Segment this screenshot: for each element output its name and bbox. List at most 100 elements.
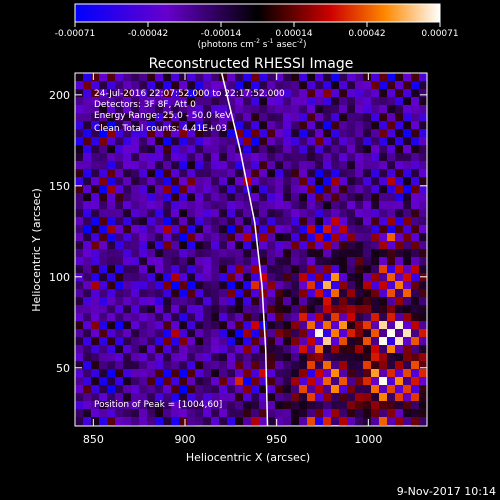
heatmap-cell [315,193,323,201]
heatmap-cell [83,225,91,233]
heatmap-cell [403,145,411,153]
x-tick-label: 1000 [354,433,382,446]
heatmap-cell [259,185,267,193]
heatmap-cell [251,121,259,129]
heatmap-cell [75,321,83,329]
heatmap-cell [147,161,155,169]
heatmap-cell [203,177,211,185]
heatmap-cell [371,89,379,97]
heatmap-cell [419,89,427,97]
heatmap-cell [195,417,203,425]
heatmap-cell [211,249,219,257]
heatmap-cell [187,281,195,289]
heatmap-cell [395,153,403,161]
heatmap-cell [411,353,419,361]
heatmap-cell [419,377,427,385]
heatmap-cell [355,289,363,297]
heatmap-cell [219,145,227,153]
heatmap-cell [411,177,419,185]
heatmap-cell [395,81,403,89]
heatmap-cell [291,209,299,217]
heatmap-cell [403,121,411,129]
heatmap-cell [171,73,179,81]
heatmap-cell [291,81,299,89]
heatmap-cell [315,329,323,337]
heatmap-cell [123,129,131,137]
heatmap-cell [171,369,179,377]
heatmap-cell [339,185,347,193]
heatmap-cell [291,329,299,337]
heatmap-cell [387,97,395,105]
heatmap-cell [123,241,131,249]
heatmap-cell [91,297,99,305]
annotation-counts: Clean Total counts: 4.41E+03 [94,124,227,134]
heatmap-cell [139,193,147,201]
heatmap-cell [195,385,203,393]
heatmap-cell [91,257,99,265]
heatmap-cell [91,273,99,281]
heatmap-cell [251,385,259,393]
heatmap-cell [131,121,139,129]
heatmap-cell [187,313,195,321]
heatmap-cell [107,321,115,329]
heatmap-cell [75,265,83,273]
heatmap-cell [307,337,315,345]
heatmap-cell [363,329,371,337]
heatmap-cell [187,201,195,209]
heatmap-cell [307,121,315,129]
heatmap-cell [155,337,163,345]
heatmap-cell [323,217,331,225]
heatmap-cell [243,401,251,409]
heatmap-cell [411,217,419,225]
heatmap-cell [403,409,411,417]
heatmap-cell [299,305,307,313]
heatmap-cell [411,185,419,193]
heatmap-cell [179,81,187,89]
heatmap-cell [115,289,123,297]
heatmap-cell [363,169,371,177]
heatmap-cell [179,377,187,385]
heatmap-cell [307,385,315,393]
heatmap-cell [395,73,403,81]
heatmap-cell [347,281,355,289]
heatmap-cell [107,281,115,289]
heatmap-cell [187,321,195,329]
heatmap-cell [83,273,91,281]
heatmap-cell [251,169,259,177]
heatmap-cell [243,113,251,121]
heatmap-cell [315,185,323,193]
heatmap-cell [243,345,251,353]
heatmap-cell [179,169,187,177]
heatmap-cell [75,113,83,121]
heatmap-cell [411,145,419,153]
heatmap-cell [259,249,267,257]
heatmap-cell [163,81,171,89]
heatmap-cell [411,129,419,137]
heatmap-cell [211,297,219,305]
heatmap-cell [339,289,347,297]
heatmap-cell [139,369,147,377]
heatmap-cell [403,273,411,281]
heatmap-cell [131,265,139,273]
heatmap-cell [419,113,427,121]
heatmap-cell [107,313,115,321]
heatmap-cell [227,73,235,81]
heatmap-cell [235,241,243,249]
heatmap-cell [107,377,115,385]
heatmap-cell [91,161,99,169]
heatmap-cell [323,281,331,289]
heatmap-cell [379,137,387,145]
heatmap-cell [259,113,267,121]
heatmap-cell [259,121,267,129]
heatmap-cell [371,265,379,273]
heatmap-cell [259,89,267,97]
heatmap-cell [299,153,307,161]
heatmap-cell [235,185,243,193]
heatmap-cell [275,273,283,281]
heatmap-cell [395,209,403,217]
heatmap-cell [403,329,411,337]
heatmap-cell [251,369,259,377]
heatmap-cell [187,369,195,377]
heatmap-cell [147,409,155,417]
heatmap-cell [131,89,139,97]
